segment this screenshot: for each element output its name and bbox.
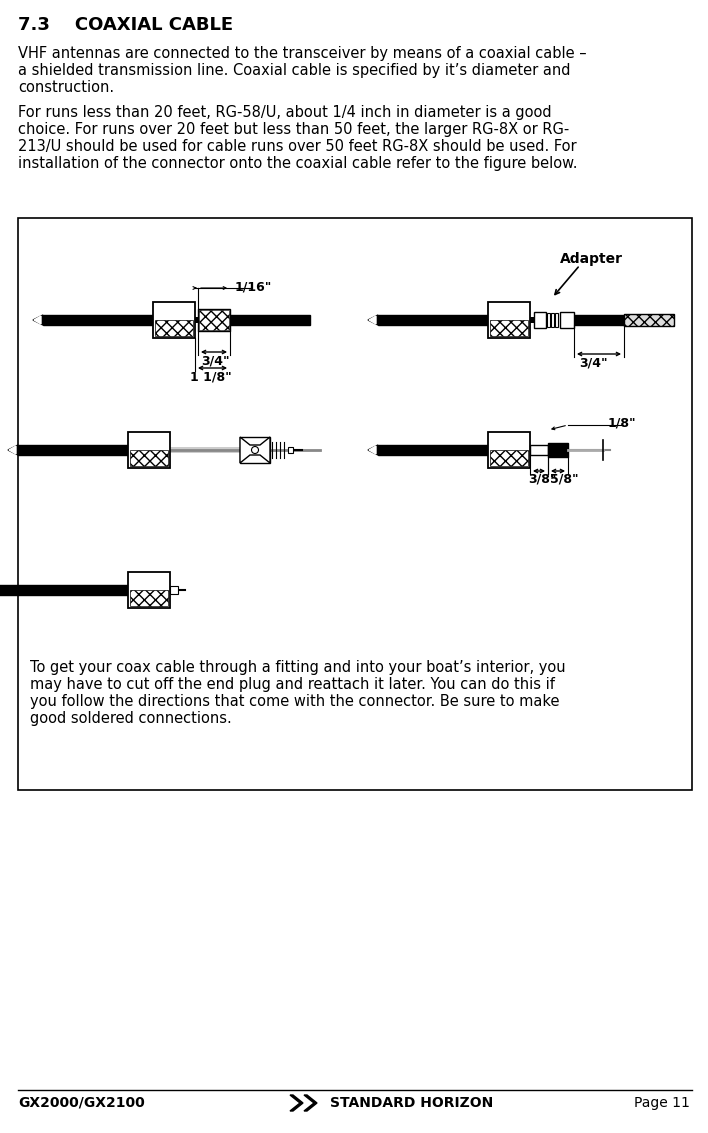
Bar — [574, 315, 624, 325]
Bar — [530, 445, 548, 455]
Text: STANDARD HORIZON: STANDARD HORIZON — [330, 1096, 493, 1110]
Text: 3/4": 3/4" — [201, 353, 229, 367]
Text: To get your coax cable through a fitting and into your boat’s interior, you: To get your coax cable through a fitting… — [30, 661, 566, 675]
Text: 5/8": 5/8" — [550, 472, 578, 486]
Text: installation of the connector onto the coaxial cable refer to the figure below.: installation of the connector onto the c… — [18, 156, 578, 171]
Bar — [18, 218, 692, 790]
Bar — [128, 432, 170, 468]
Bar — [490, 320, 528, 337]
Text: you follow the directions that come with the connector. Be sure to make: you follow the directions that come with… — [30, 695, 559, 709]
Bar — [490, 450, 528, 466]
Bar — [153, 317, 310, 323]
Bar — [198, 309, 230, 331]
Bar — [240, 437, 270, 463]
Bar — [153, 303, 195, 338]
Polygon shape — [290, 1094, 303, 1111]
Bar — [548, 443, 568, 457]
Text: 3/8": 3/8" — [528, 472, 556, 486]
Text: Page 11: Page 11 — [634, 1096, 690, 1110]
Polygon shape — [369, 316, 376, 324]
Bar — [378, 445, 488, 455]
Bar — [128, 587, 170, 593]
Polygon shape — [9, 446, 16, 454]
Bar — [488, 432, 530, 468]
Bar — [170, 586, 178, 594]
Bar — [624, 314, 674, 326]
Bar — [0, 585, 128, 595]
Polygon shape — [369, 446, 376, 454]
Text: good soldered connections.: good soldered connections. — [30, 712, 232, 726]
Bar — [555, 313, 558, 327]
Text: may have to cut off the end plug and reattach it later. You can do this if: may have to cut off the end plug and rea… — [30, 678, 555, 692]
Text: Adapter: Adapter — [560, 252, 623, 266]
Bar — [560, 312, 574, 327]
Bar — [199, 310, 229, 330]
Bar — [488, 317, 536, 323]
Bar — [534, 312, 546, 327]
Polygon shape — [8, 445, 18, 455]
Bar — [230, 315, 310, 325]
Text: 3/4": 3/4" — [579, 356, 607, 369]
Bar — [624, 314, 674, 326]
Text: a shielded transmission line. Coaxial cable is specified by it’s diameter and: a shielded transmission line. Coaxial ca… — [18, 63, 571, 78]
Text: GX2000/GX2100: GX2000/GX2100 — [18, 1096, 144, 1110]
Bar — [378, 315, 488, 325]
Bar — [18, 445, 128, 455]
Polygon shape — [240, 437, 270, 463]
Bar — [551, 313, 554, 327]
Text: 1/16": 1/16" — [235, 280, 273, 293]
Polygon shape — [368, 445, 378, 455]
Text: VHF antennas are connected to the transceiver by means of a coaxial cable –: VHF antennas are connected to the transc… — [18, 46, 587, 61]
Bar — [155, 320, 193, 337]
Bar — [488, 303, 530, 338]
Bar — [130, 450, 168, 466]
Text: choice. For runs over 20 feet but less than 50 feet, the larger RG-8X or RG-: choice. For runs over 20 feet but less t… — [18, 122, 569, 137]
Polygon shape — [33, 315, 43, 325]
Bar — [128, 572, 170, 608]
Circle shape — [251, 446, 258, 453]
Text: 1/8": 1/8" — [608, 417, 636, 431]
Text: construction.: construction. — [18, 80, 114, 95]
Text: 7.3    COAXIAL CABLE: 7.3 COAXIAL CABLE — [18, 16, 233, 34]
Bar — [288, 448, 293, 453]
Text: 1 1/8": 1 1/8" — [190, 370, 232, 383]
Bar — [130, 590, 168, 606]
Bar — [547, 313, 550, 327]
Polygon shape — [304, 1094, 317, 1111]
Text: For runs less than 20 feet, RG-58/U, about 1/4 inch in diameter is a good: For runs less than 20 feet, RG-58/U, abo… — [18, 105, 552, 120]
Bar — [43, 315, 153, 325]
Polygon shape — [368, 315, 378, 325]
Text: 213/U should be used for cable runs over 50 feet RG-8X should be used. For: 213/U should be used for cable runs over… — [18, 139, 576, 154]
Bar — [128, 448, 250, 453]
Bar — [128, 448, 250, 453]
Polygon shape — [34, 316, 41, 324]
